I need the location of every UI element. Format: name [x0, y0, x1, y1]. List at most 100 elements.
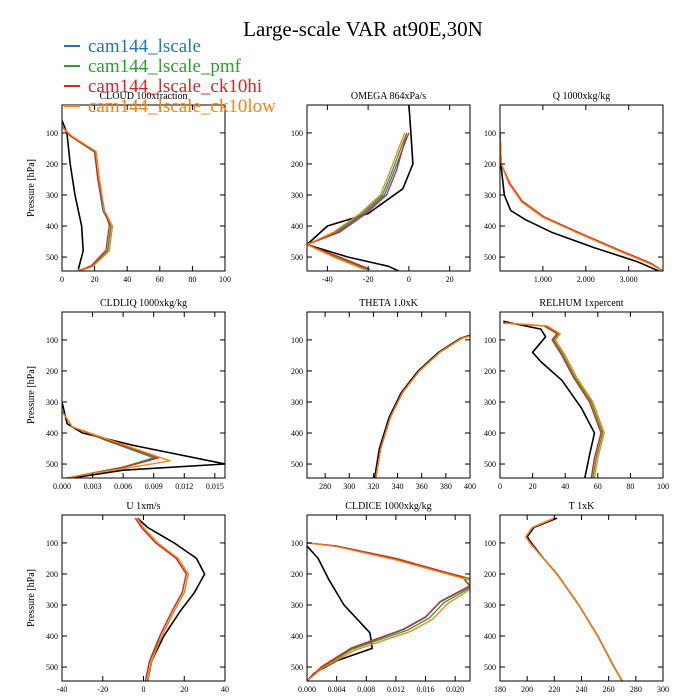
- panel-5: THETA 1.0xK 280 300 320 340 360 380 400 100 200 30…: [291, 298, 476, 491]
- x-tick-label: 0.016: [417, 685, 435, 694]
- y-tick-label: 100: [46, 336, 58, 345]
- panel-6: RELHUM 1xpercent 0 20 40 60 80 100 100 200 300 400…: [484, 298, 669, 491]
- y-tick-label: 500: [46, 460, 58, 469]
- y-tick-label: 200: [484, 570, 496, 579]
- y-tick-label: 300: [46, 601, 58, 610]
- series-line-5: [525, 517, 623, 681]
- x-tick-label: 320: [367, 482, 379, 491]
- x-tick-label: 220: [548, 685, 560, 694]
- y-tick-label: 200: [291, 160, 303, 169]
- y-tick-label: 500: [484, 253, 496, 262]
- series-line-1: [136, 517, 206, 681]
- x-tick-label: 20: [180, 685, 188, 694]
- x-tick-label: -20: [363, 275, 374, 284]
- y-tick-label: 300: [484, 398, 496, 407]
- x-tick-label: -20: [97, 685, 108, 694]
- x-tick-label: 3.000: [620, 275, 638, 284]
- panel-2: OMEGA 864xPa/s -40 -20 0 20 100 200 300 400 500: [291, 91, 471, 284]
- y-tick-label: 300: [46, 191, 58, 200]
- x-tick-label: 0.009: [145, 482, 163, 491]
- x-tick-label: 20: [446, 275, 454, 284]
- panel-title: Q 1000xkg/kg: [553, 91, 611, 102]
- y-tick-label: 200: [291, 367, 303, 376]
- x-tick-label: 0.003: [84, 482, 102, 491]
- y-tick-label: 500: [46, 663, 58, 672]
- x-tick-label: 0.000: [298, 685, 316, 694]
- figure-title: Large-scale VAR at90E,30N: [243, 17, 483, 41]
- panel-9: T 1xK 180 200 220 240 260 280 300 100 200 300 400 50…: [484, 501, 669, 694]
- x-tick-label: 0: [498, 482, 502, 491]
- series-line-5: [500, 132, 663, 271]
- series-line-4: [307, 132, 410, 271]
- x-tick-label: 0.004: [328, 685, 346, 694]
- x-tick-label: 280: [630, 685, 642, 694]
- panel-title: THETA 1.0xK: [359, 298, 418, 309]
- y-tick-label: 100: [484, 129, 496, 138]
- y-tick-label: 400: [46, 632, 58, 641]
- y-tick-label: 100: [291, 336, 303, 345]
- panel-7: U 1xm/s -40 -20 0 20 40 100 200 300 400 500 Pressur…: [26, 501, 229, 694]
- y-tick-label: 200: [291, 570, 303, 579]
- series-line-5: [375, 335, 470, 478]
- y-tick-label: 100: [484, 539, 496, 548]
- series-line-2: [503, 322, 602, 478]
- legend-label: cam144_lscale_ck10low: [88, 96, 276, 117]
- y-tick-label: 100: [291, 129, 303, 138]
- x-tick-label: 360: [416, 482, 428, 491]
- x-tick-label: -40: [57, 685, 68, 694]
- x-tick-label: 60: [156, 275, 164, 284]
- series-line-3: [375, 335, 470, 478]
- y-tick-label: 500: [291, 663, 303, 672]
- series-line-5: [307, 542, 470, 681]
- y-tick-label: 100: [46, 129, 58, 138]
- panel-3: Q 1000xkg/kg 1.000 2.000 3.000 100 200 300 400 5…: [484, 91, 664, 284]
- panel-title: U 1xm/s: [126, 501, 160, 512]
- y-tick-label: 100: [46, 539, 58, 548]
- panel-1: CLOUD 100xfraction 0 20 40 60 80 100 100 200 300 4…: [26, 91, 231, 284]
- series-line-4: [503, 322, 602, 478]
- x-tick-label: 0: [407, 275, 411, 284]
- y-tick-label: 300: [484, 191, 496, 200]
- legend-label: cam144_lscale_pmf: [88, 56, 242, 77]
- series-line-1: [307, 545, 373, 681]
- x-tick-label: 180: [494, 685, 506, 694]
- y-tick-label: 400: [484, 429, 496, 438]
- y-tick-label: 100: [291, 539, 303, 548]
- x-tick-label: 0: [60, 275, 64, 284]
- series-line-5: [136, 517, 189, 681]
- panel-title: CLDICE 1000xkg/kg: [345, 501, 431, 512]
- legend-label: cam144_lscale_ck10hi: [88, 76, 262, 97]
- y-tick-label: 200: [46, 367, 58, 376]
- x-tick-label: 280: [319, 482, 331, 491]
- x-tick-label: 0.000: [53, 482, 71, 491]
- series-line-4: [62, 410, 160, 478]
- x-tick-label: 0.012: [387, 685, 405, 694]
- panel-8: CLDICE 1000xkg/kg 0.000 0.004 0.008 0.012 0.0…: [291, 501, 471, 694]
- x-tick-label: 20: [91, 275, 99, 284]
- x-tick-label: 80: [188, 275, 196, 284]
- y-tick-label: 300: [46, 398, 58, 407]
- legend: cam144_lscalecam144_lscale_pmfcam144_lsc…: [64, 36, 276, 117]
- y-tick-label: 400: [291, 429, 303, 438]
- x-tick-label: 0: [142, 685, 146, 694]
- panel-4: CLDLIQ 1000xkg/kg 0.000 0.003 0.006 0.009 0.0…: [26, 298, 226, 491]
- x-tick-label: 40: [561, 482, 569, 491]
- y-tick-label: 300: [291, 191, 303, 200]
- y-tick-label: 500: [484, 460, 496, 469]
- plot-frame: [306, 514, 471, 682]
- x-tick-label: 380: [440, 482, 452, 491]
- panel-title: T 1xK: [569, 501, 595, 512]
- panel-title: CLOUD 100xfraction: [99, 91, 187, 102]
- x-tick-label: -40: [322, 275, 333, 284]
- legend-label: cam144_lscale: [88, 36, 201, 57]
- plot-frame: [499, 104, 664, 272]
- series-line-5: [504, 322, 605, 478]
- series-line-1: [503, 320, 596, 478]
- series-line-4: [134, 517, 187, 681]
- series-line-1: [500, 132, 660, 271]
- y-tick-label: 400: [46, 429, 58, 438]
- x-tick-label: 0.020: [446, 685, 464, 694]
- y-tick-label: 400: [484, 632, 496, 641]
- y-tick-label: 500: [291, 460, 303, 469]
